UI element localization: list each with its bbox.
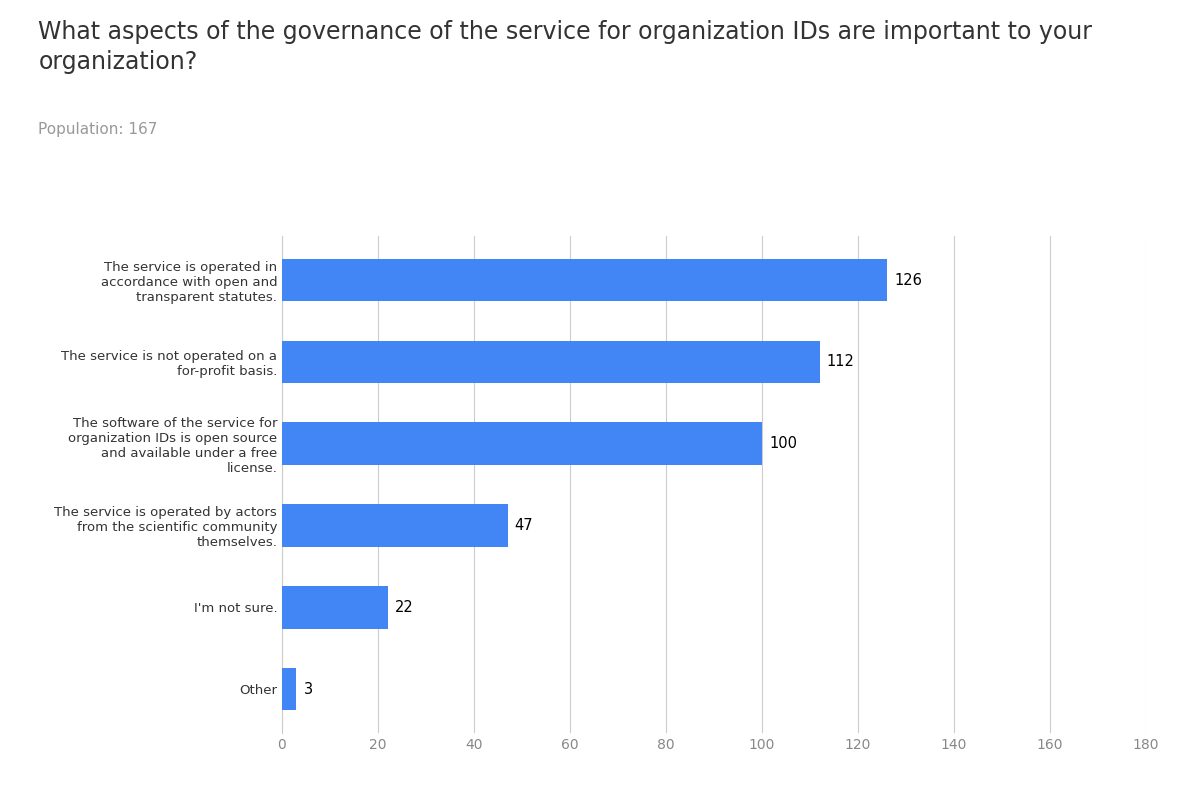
Text: Population: 167: Population: 167 — [38, 122, 157, 137]
Bar — [282, 259, 887, 302]
Text: 47: 47 — [515, 518, 534, 533]
Text: What aspects of the governance of the service for organization IDs are important: What aspects of the governance of the se… — [38, 20, 1092, 74]
Text: 22: 22 — [395, 600, 414, 615]
Bar — [282, 422, 762, 465]
Bar — [282, 504, 508, 547]
Bar — [282, 340, 820, 383]
Text: 100: 100 — [769, 437, 797, 452]
Bar — [282, 667, 296, 710]
Text: 112: 112 — [827, 355, 854, 370]
Text: 126: 126 — [894, 273, 922, 288]
Text: 3: 3 — [304, 682, 313, 697]
Bar — [282, 586, 388, 629]
